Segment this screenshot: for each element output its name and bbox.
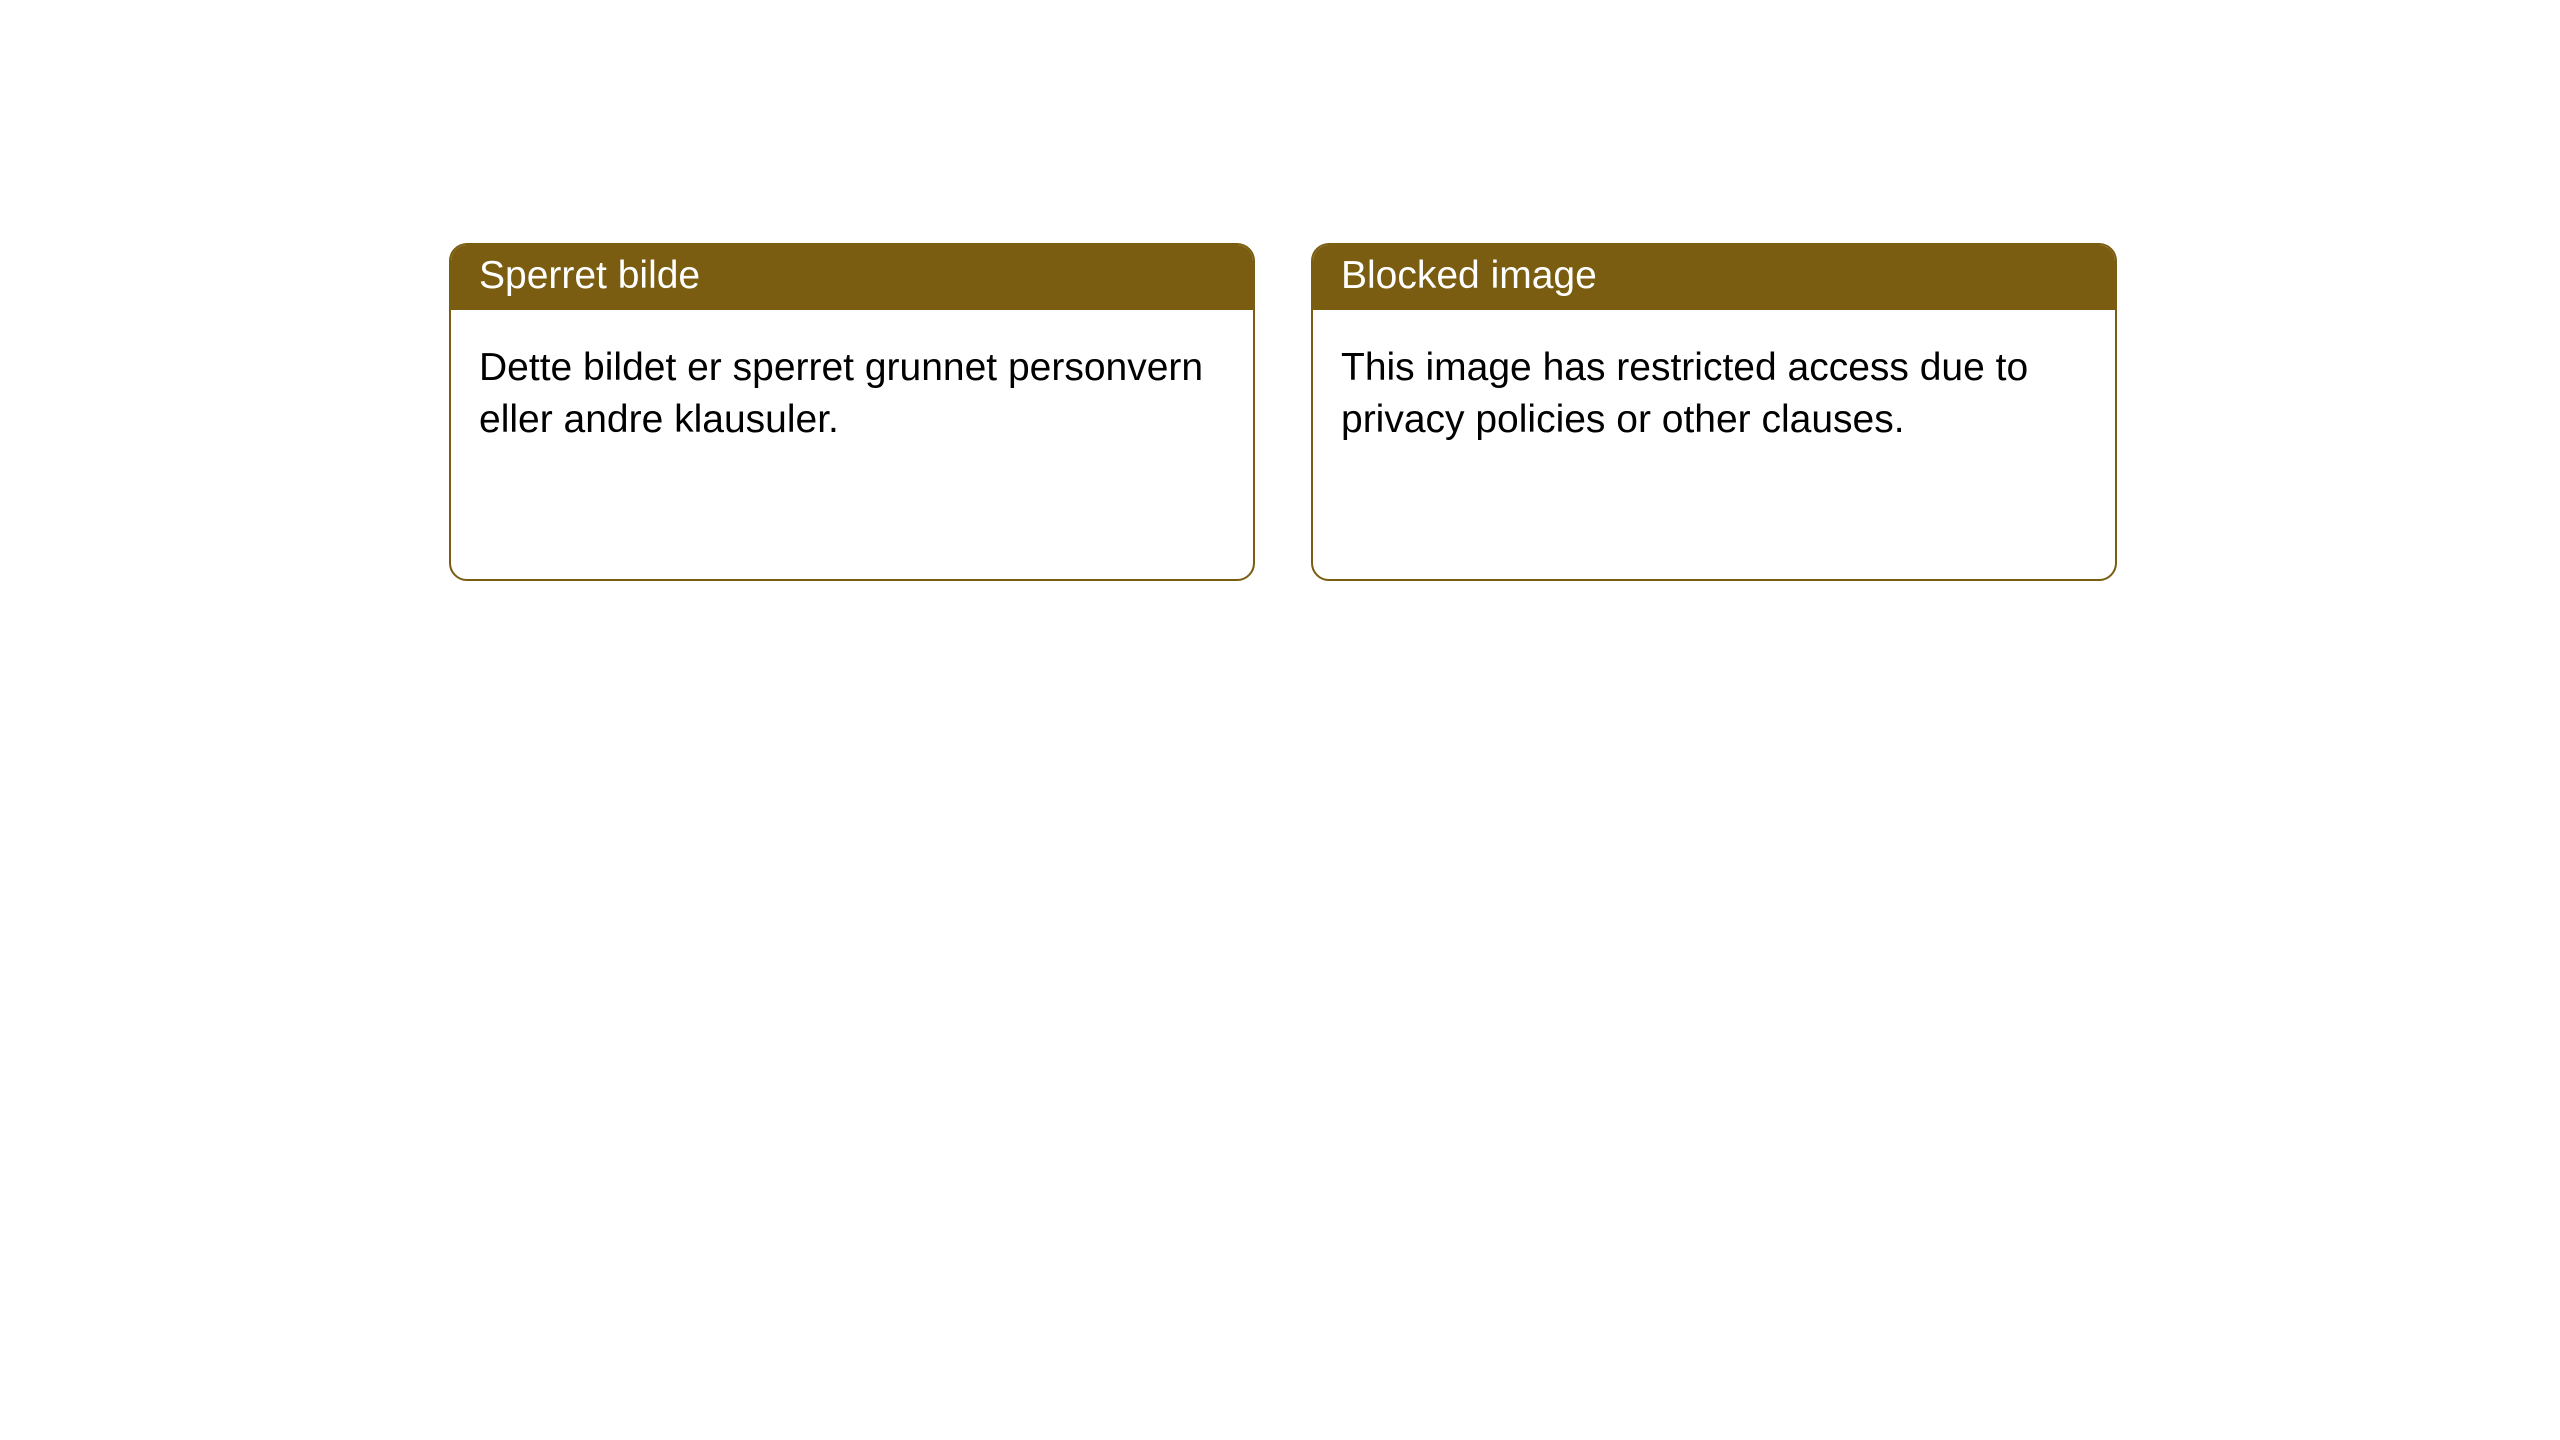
notice-card-norwegian: Sperret bilde Dette bildet er sperret gr… — [449, 243, 1255, 581]
card-header: Sperret bilde — [451, 245, 1253, 310]
card-title: Sperret bilde — [479, 254, 700, 297]
card-title: Blocked image — [1341, 254, 1597, 297]
card-body-text: Dette bildet er sperret grunnet personve… — [479, 346, 1203, 442]
card-body: This image has restricted access due to … — [1313, 310, 2115, 479]
notice-cards-container: Sperret bilde Dette bildet er sperret gr… — [0, 0, 2560, 581]
card-header: Blocked image — [1313, 245, 2115, 310]
notice-card-english: Blocked image This image has restricted … — [1311, 243, 2117, 581]
card-body: Dette bildet er sperret grunnet personve… — [451, 310, 1253, 479]
card-body-text: This image has restricted access due to … — [1341, 346, 2028, 442]
